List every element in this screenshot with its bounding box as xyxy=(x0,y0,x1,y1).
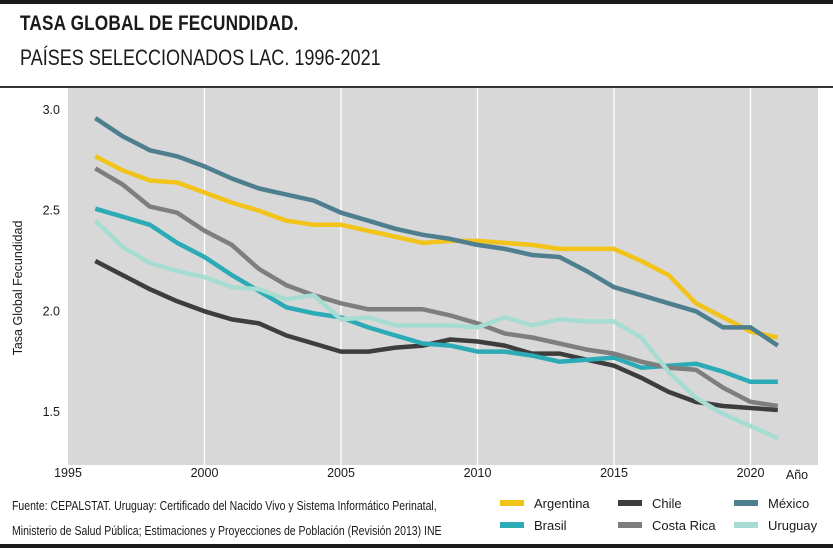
legend-label-mexico: México xyxy=(768,495,810,511)
x-axis-label: Año xyxy=(786,468,808,482)
y-tick-label: 2.5 xyxy=(43,204,60,218)
y-tick-label: 2.0 xyxy=(43,304,60,318)
x-tick-label: 2020 xyxy=(737,466,765,480)
series-line-argentina xyxy=(94,154,779,340)
legend-swatch-costa-rica xyxy=(618,522,642,528)
x-tick-label: 1995 xyxy=(54,466,82,480)
top-rule xyxy=(0,0,833,4)
legend-swatch-chile xyxy=(618,500,642,506)
y-tick-label: 3.0 xyxy=(43,103,60,117)
footer-rule xyxy=(0,544,833,548)
x-tick-label: 2000 xyxy=(191,466,219,480)
y-tick-labels: 3.0 2.5 2.0 1.5 xyxy=(43,103,60,419)
legend-label-brasil: Brasil xyxy=(534,517,567,533)
x-tick-labels: 1995 2000 2005 2010 2015 2020 xyxy=(54,466,764,480)
series-line-mexico xyxy=(94,116,780,348)
fertility-line-chart: Tasa Global Fecundidad 3.0 2.5 2.0 1.5 1995… xyxy=(11,88,818,482)
source-note: Fuente: CEPALSTAT. Uruguay: Certificado … xyxy=(12,494,482,544)
legend-item-argentina: Argentina xyxy=(500,492,590,514)
legend-label-chile: Chile xyxy=(652,495,682,511)
legend-item-mexico: México xyxy=(734,492,809,514)
legend-label-costa-rica: Costa Rica xyxy=(652,517,716,533)
chart-title: TASA GLOBAL DE FECUNDIDAD. xyxy=(20,12,299,35)
legend-item-costa-rica: Costa Rica xyxy=(618,514,716,536)
x-tick-label: 2005 xyxy=(327,466,355,480)
legend-item-brasil: Brasil xyxy=(500,514,567,536)
y-tick-label: 1.5 xyxy=(43,405,60,419)
legend-item-chile: Chile xyxy=(618,492,682,514)
legend-swatch-brasil xyxy=(500,522,524,528)
series-lines xyxy=(93,116,780,441)
legend: Argentina Chile México Brasil Costa Rica… xyxy=(500,492,830,542)
chart-subtitle: PAÍSES SELECCIONADOS LAC. 1996-2021 xyxy=(20,45,381,70)
x-tick-label: 2010 xyxy=(464,466,492,480)
source-line-1: Fuente: CEPALSTAT. Uruguay: Certificado … xyxy=(12,499,437,513)
legend-swatch-uruguay xyxy=(734,522,758,528)
x-tick-label: 2015 xyxy=(600,466,628,480)
plot-area xyxy=(68,88,818,465)
legend-swatch-mexico xyxy=(734,500,758,506)
legend-swatch-argentina xyxy=(500,500,524,506)
y-axis-label: Tasa Global Fecundidad xyxy=(11,221,25,356)
header-divider xyxy=(0,86,833,88)
legend-label-argentina: Argentina xyxy=(534,495,590,511)
source-line-2: Ministerio de Salud Pública; Estimacione… xyxy=(12,524,442,538)
legend-label-uruguay: Uruguay xyxy=(768,517,818,533)
legend-item-uruguay: Uruguay xyxy=(734,514,817,536)
series-line-uruguay xyxy=(93,219,779,441)
